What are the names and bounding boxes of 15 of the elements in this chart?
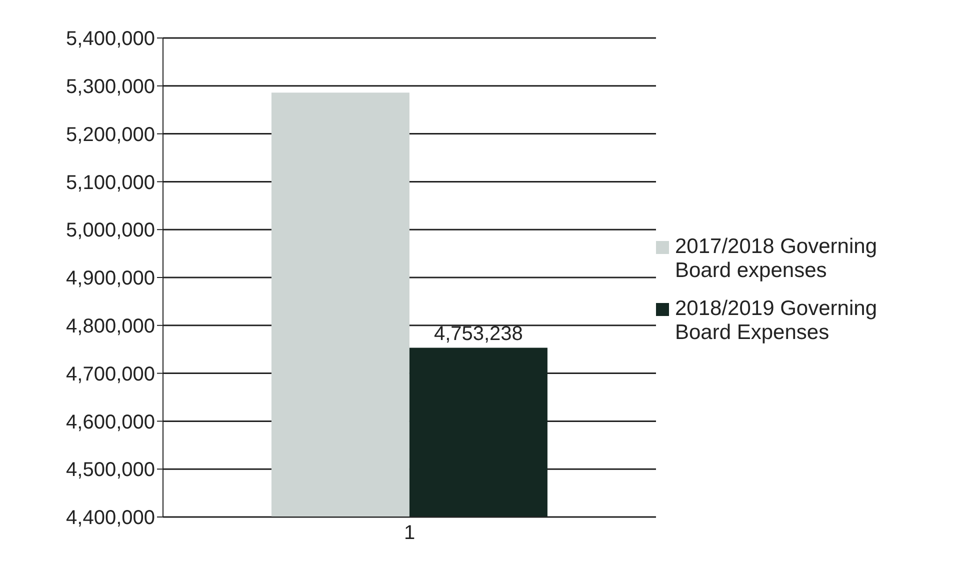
y-tick-label: 5,000,000: [66, 220, 155, 242]
y-tick-label: 5,300,000: [66, 76, 155, 98]
y-tick-label: 5,100,000: [66, 172, 155, 194]
y-tick-label: 5,200,000: [66, 124, 155, 146]
y-tick-label: 5,400,000: [66, 28, 155, 50]
y-tick-label: 4,800,000: [66, 316, 155, 338]
y-tick-label: 4,600,000: [66, 411, 155, 434]
y-tick-label: 4,900,000: [66, 268, 155, 290]
legend-label: 2017/2018 Governing Board expenses: [675, 235, 878, 283]
data-label: 4,753,238: [434, 322, 523, 345]
y-tick-label: 4,500,000: [66, 459, 155, 482]
legend-label: 2018/2019 Governing Board Expenses: [675, 297, 878, 345]
y-tick-label: 4,700,000: [66, 363, 155, 386]
x-tick-label: 1: [404, 522, 416, 544]
y-tick-label: 4,400,000: [66, 507, 155, 530]
